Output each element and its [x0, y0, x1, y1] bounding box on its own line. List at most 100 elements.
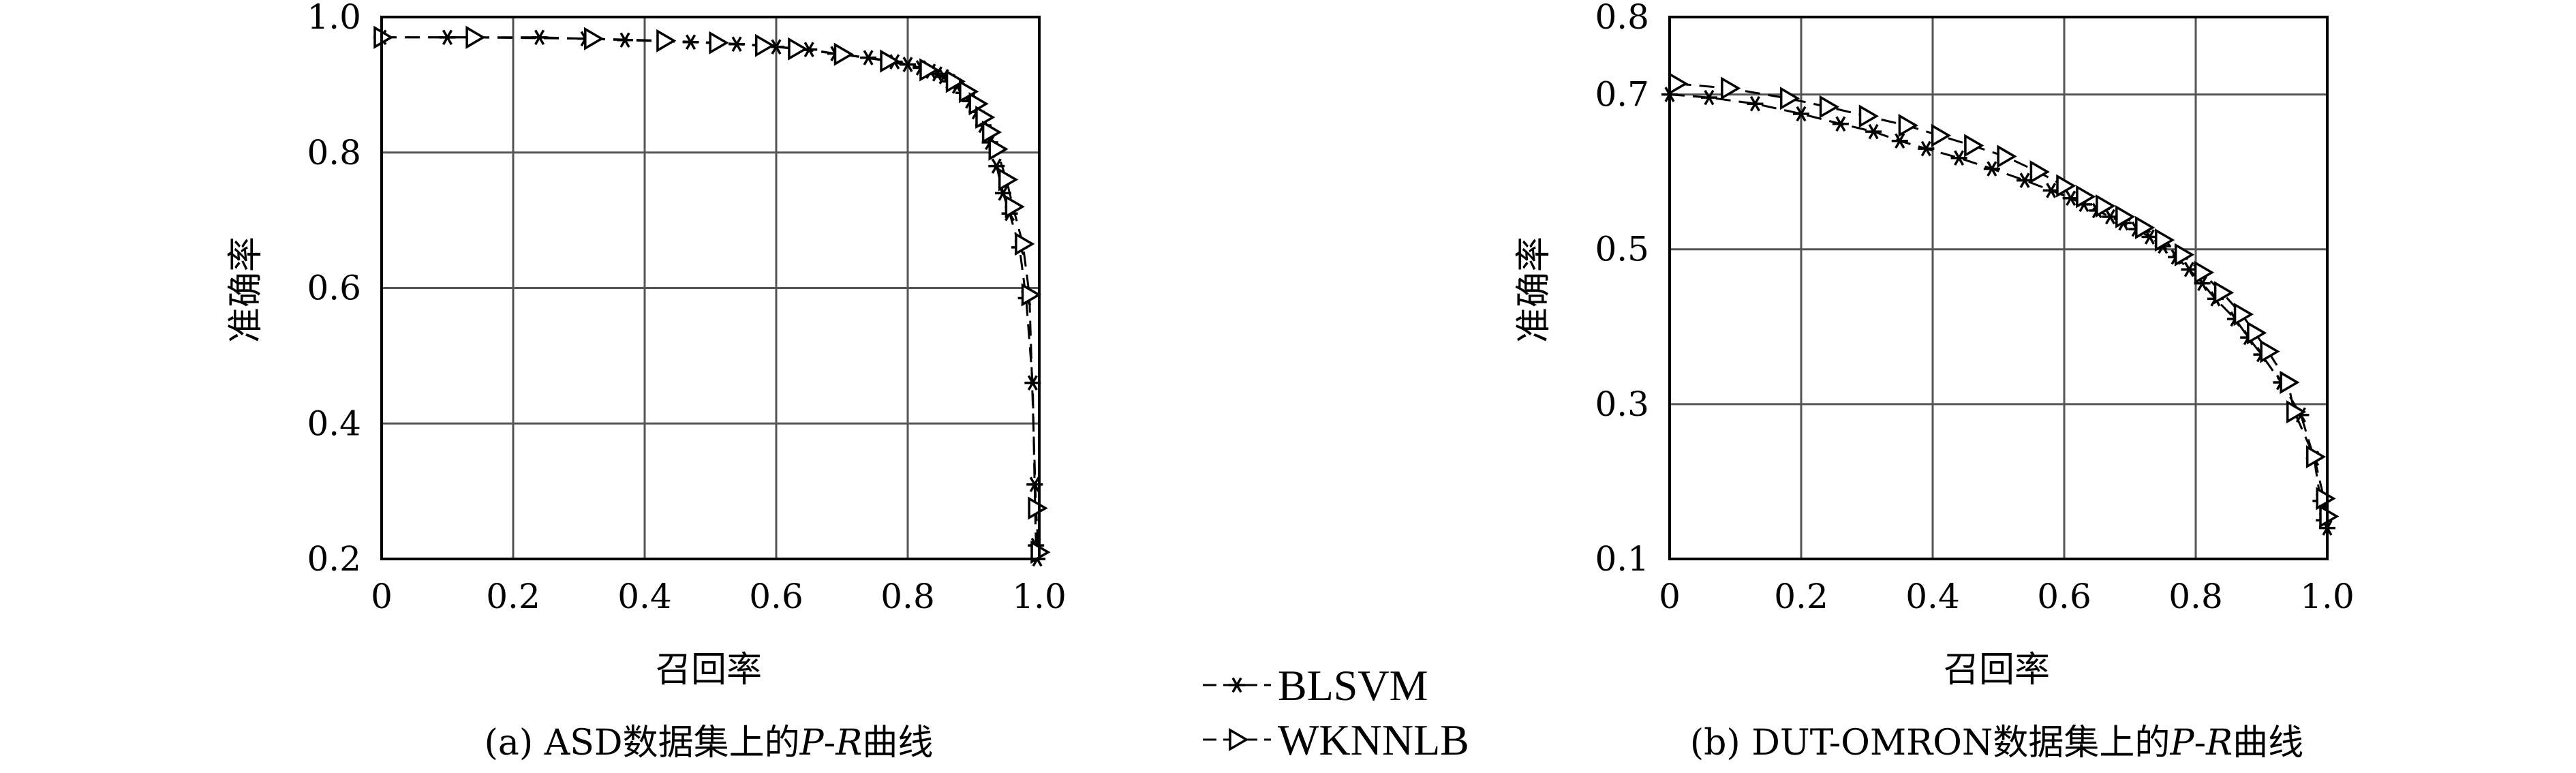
chart-a-point-wknnlb: [975, 106, 996, 130]
chart-a-x-tick-label: 0: [371, 577, 393, 616]
chart-a-point-wknnlb: [754, 33, 776, 57]
chart-b-point-wknnlb: [2286, 400, 2307, 424]
chart-b-point-wknnlb: [2076, 185, 2096, 209]
chart-b-point-wknnlb: [1898, 113, 1918, 138]
chart-a-point-wknnlb: [959, 80, 979, 104]
chart-a: 0 0.2 0.4 0.6 0.8 1.00.20.40.60.81.0 召回率 准确率 …: [226, 0, 1067, 763]
chart-b-point-blsvm: [1918, 140, 1935, 157]
chart-a-point-wknnlb: [919, 58, 940, 82]
chart-a-point-wknnlb: [788, 37, 808, 61]
chart-a-grid: [382, 17, 1039, 559]
chart-b-point-wknnlb: [2305, 445, 2327, 469]
chart-b-point-wknnlb: [2029, 160, 2050, 184]
chart-b-point-wknnlb: [2247, 321, 2267, 345]
chart-a-point-wknnlb: [709, 31, 729, 55]
chart-b-y-tick-label: 0.8: [1595, 0, 1649, 37]
chart-b-point-wknnlb: [2096, 194, 2116, 218]
chart-b-point-blsvm: [1865, 123, 1882, 140]
chart-b-point-wknnlb: [2194, 260, 2215, 284]
legend: BLSVM WKNNLB: [1203, 661, 1469, 764]
legend-label-blsvm: BLSVM: [1278, 661, 1428, 710]
chart-b-point-wknnlb: [1721, 76, 1741, 100]
chart-b-point-wknnlb: [2135, 215, 2156, 239]
chart-b-x-axis-title: 召回率: [1944, 650, 2050, 691]
chart-b-x-tick-label: 0.2: [1774, 577, 1828, 616]
chart-a-y-tick-label: 0.6: [307, 269, 361, 308]
chart-b-series: [1661, 72, 2340, 536]
chart-b-y-tick-label: 0.5: [1595, 230, 1649, 269]
chart-b-point-blsvm: [1793, 106, 1809, 122]
chart-a-point-wknnlb: [998, 168, 1019, 192]
chart-b-point-wknnlb: [1997, 145, 2017, 168]
chart-b-point-blsvm: [1700, 89, 1717, 106]
chart-b-caption: (b) DUT-OMRON数据集上的P-R曲线: [1690, 723, 2303, 763]
chart-a-point-wknnlb: [880, 49, 900, 73]
chart-b-point-blsvm: [1832, 116, 1849, 132]
chart-b-x-tick-label: 0.6: [2037, 577, 2091, 616]
legend-star-icon: [1229, 677, 1245, 693]
chart-b-point-wknnlb: [1931, 123, 1952, 147]
legend-item-blsvm: BLSVM: [1203, 661, 1428, 710]
chart-b-y-tick-label: 0.1: [1595, 539, 1649, 579]
chart-b-x-tick-label: 1.0: [2300, 577, 2355, 616]
chart-b: 0 0.2 0.4 0.6 0.8 1.00.10.30.50.70.8 召回率 准确率 …: [1514, 0, 2355, 763]
chart-a-frame: [380, 16, 1041, 560]
chart-b-point-wknnlb: [2213, 281, 2235, 305]
chart-b-x-tick-label: 0.4: [1905, 577, 1960, 616]
chart-b-point-wknnlb: [2280, 371, 2300, 395]
chart-b-frame: [1668, 16, 2329, 560]
chart-b-point-blsvm: [1950, 150, 1967, 166]
chart-a-point-wknnlb: [1021, 283, 1041, 307]
chart-a-y-tick-label: 1.0: [307, 0, 361, 37]
chart-a-y-axis-title: 准确率: [226, 237, 266, 343]
legend-item-wknnlb: WKNNLB: [1203, 716, 1469, 764]
chart-a-caption: (a) ASD数据集上的P-R曲线: [485, 723, 934, 763]
chart-b-point-wknnlb: [2174, 243, 2195, 267]
chart-a-x-tick-label: 0.8: [880, 577, 935, 616]
legend-triangle-icon: [1229, 727, 1249, 752]
chart-a-x-tick-label: 0.6: [749, 577, 803, 616]
chart-a-series-line-wknnlb: [382, 36, 1040, 553]
chart-b-x-tick-label: 0.8: [2168, 577, 2223, 616]
chart-a-point-wknnlb: [1015, 232, 1035, 256]
chart-b-point-wknnlb: [1779, 87, 1800, 110]
chart-a-point-wknnlb: [945, 70, 966, 93]
chart-b-point-wknnlb: [2155, 228, 2175, 252]
chart-a-point-wknnlb: [981, 120, 1002, 144]
chart-b-point-blsvm: [1983, 161, 2000, 177]
chart-b-y-tick-label: 0.7: [1595, 75, 1649, 115]
chart-b-ticks: 0 0.2 0.4 0.6 0.8 1.0 0.1 0.3 0.5 0.7 0.8: [1595, 0, 2354, 616]
chart-a-x-tick-label: 0.4: [617, 577, 672, 616]
chart-a-series-line-blsvm: [382, 36, 1039, 560]
chart-a-y-tick-label: 0.2: [307, 539, 361, 579]
chart-a-point-wknnlb: [833, 42, 854, 66]
chart-b-y-tick-label: 0.3: [1595, 384, 1649, 424]
chart-a-ticks: 0 0.2 0.4 0.6 0.8 1.0 0.2 0.4 0.6 0.8 1.0: [307, 0, 1066, 616]
chart-a-point-wknnlb: [988, 137, 1009, 161]
chart-a-series: [373, 25, 1051, 567]
chart-a-y-tick-label: 0.4: [307, 404, 361, 443]
chart-a-x-tick-label: 0.2: [486, 577, 540, 616]
chart-a-x-axis-title: 召回率: [656, 650, 762, 691]
chart-a-point-wknnlb: [584, 27, 604, 50]
chart-b-point-blsvm: [1891, 133, 1908, 149]
chart-a-point-wknnlb: [656, 29, 677, 52]
chart-b-point-wknnlb: [2233, 303, 2254, 327]
chart-b-point-wknnlb: [2056, 174, 2076, 198]
chart-a-point-wknnlb: [465, 25, 486, 49]
chart-b-point-wknnlb: [1668, 72, 1689, 95]
chart-b-point-wknnlb: [1964, 134, 1984, 157]
chart-b-point-wknnlb: [1819, 95, 1840, 119]
chart-a-point-wknnlb: [1005, 195, 1025, 219]
chart-b-point-blsvm: [1747, 95, 1764, 112]
chart-a-point-wknnlb: [1028, 496, 1048, 520]
chart-b-y-axis-title: 准确率: [1514, 237, 1554, 343]
chart-b-x-tick-label: 0: [1659, 577, 1681, 616]
chart-b-point-wknnlb: [2316, 487, 2336, 511]
chart-b-point-wknnlb: [2260, 339, 2280, 363]
chart-b-point-wknnlb: [1858, 104, 1879, 128]
chart-a-y-tick-label: 0.8: [307, 133, 361, 172]
legend-label-wknnlb: WKNNLB: [1278, 716, 1469, 764]
chart-b-point-wknnlb: [2115, 204, 2136, 229]
